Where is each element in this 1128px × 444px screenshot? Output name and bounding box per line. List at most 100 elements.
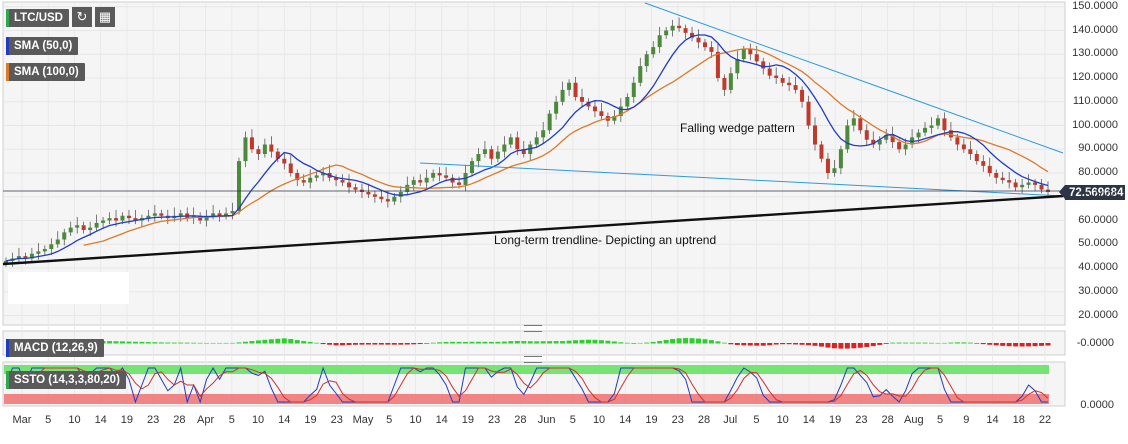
macd-bar — [236, 342, 242, 344]
macd-bar — [954, 342, 960, 344]
macd-bar — [540, 341, 546, 344]
macd-bar — [734, 343, 740, 345]
macd-bar — [223, 342, 229, 344]
long-term-trendline — [2, 194, 1064, 266]
candle-body — [683, 28, 688, 33]
candle-body — [1013, 182, 1018, 188]
macd-bar — [611, 341, 617, 344]
macd-bar — [637, 342, 643, 344]
candle-body — [916, 132, 921, 138]
sma50-label[interactable]: SMA (50,0) — [6, 37, 79, 55]
candle-body — [249, 137, 254, 150]
candle-body — [256, 149, 261, 154]
candle-body — [586, 101, 591, 107]
macd-bar — [456, 341, 462, 344]
macd-bar — [1000, 343, 1006, 346]
candle-body — [838, 149, 843, 169]
x-tick-label: 10 — [251, 414, 265, 426]
ssto-label[interactable]: SSTO (14,3,3,80,20) — [6, 371, 126, 389]
overbought-band — [4, 365, 1049, 374]
candle-body — [573, 82, 578, 97]
macd-bar — [605, 340, 611, 344]
candle-body — [670, 25, 675, 31]
macd-bar — [747, 343, 753, 346]
candle-body — [728, 73, 733, 90]
refresh-icon[interactable]: ↻ — [72, 7, 92, 27]
macd-bar — [941, 342, 947, 344]
x-tick-label: 19 — [829, 414, 842, 426]
macd-bar — [184, 342, 190, 344]
candle-body — [405, 184, 410, 192]
macd-bar — [877, 343, 883, 345]
macd-bar — [307, 341, 313, 344]
candle-body — [813, 125, 818, 145]
macd-bar — [152, 342, 158, 344]
candle-body — [392, 196, 397, 202]
macd-bar — [553, 341, 559, 344]
macd-bar — [728, 343, 734, 345]
macd-bar — [463, 341, 469, 344]
pane-resize-handle[interactable] — [524, 325, 542, 332]
candle-body — [282, 158, 287, 164]
macd-bar — [579, 339, 585, 344]
macd-bar — [573, 340, 579, 344]
candle-body — [612, 116, 617, 121]
candle-body — [68, 227, 73, 233]
macd-bar — [592, 339, 598, 344]
y-tick-label: 40.0000 — [1078, 261, 1118, 273]
macd-bar — [676, 338, 682, 344]
candle-body — [1026, 182, 1031, 185]
y-tick-label: 90.0000 — [1078, 142, 1118, 155]
x-tick-label: 28 — [697, 414, 711, 426]
macd-bar — [165, 342, 171, 344]
macd-bar — [909, 342, 915, 344]
macd-bar — [430, 342, 436, 344]
macd-label[interactable]: MACD (12,26,9) — [6, 339, 104, 357]
candle-body — [858, 118, 863, 131]
macd-bar — [294, 340, 300, 344]
macd-bar — [191, 342, 197, 344]
candle-body — [819, 144, 824, 159]
candle-body — [314, 175, 319, 178]
sma100-label[interactable]: SMA (100,0) — [6, 63, 85, 81]
macd-bar — [119, 341, 125, 344]
macd-bar — [818, 343, 824, 347]
candle-body — [243, 137, 248, 162]
x-tick-label: 19 — [304, 414, 317, 426]
sma100-line — [83, 48, 1049, 246]
candle-body — [114, 218, 119, 221]
candle-body — [677, 25, 682, 29]
macd-bar — [773, 343, 779, 345]
candle-body — [592, 106, 597, 112]
macd-bar — [320, 343, 326, 345]
y-tick-label: 130.0000 — [1072, 47, 1118, 60]
macd-bar — [896, 342, 902, 344]
candle-body — [793, 85, 798, 90]
macd-bar — [980, 343, 986, 345]
macd-bar — [708, 340, 714, 344]
pane-resize-handle[interactable] — [524, 356, 542, 363]
indicators-icon[interactable]: ▦ — [95, 7, 115, 27]
candle-body — [152, 213, 157, 216]
candle-body — [23, 256, 28, 259]
macd-bar — [890, 342, 896, 344]
x-tick-label: Apr — [197, 414, 215, 426]
macd-bar — [974, 343, 980, 344]
macd-bar — [242, 341, 248, 344]
macd-bar — [262, 339, 268, 344]
candle-body — [651, 47, 656, 55]
macd-bar — [521, 341, 527, 344]
macd-bar — [268, 339, 274, 344]
candle-body — [541, 130, 546, 138]
candle-body — [890, 135, 895, 143]
candle-body — [715, 51, 720, 78]
symbol-label[interactable]: LTC/USD — [6, 9, 69, 27]
candle-body — [748, 49, 753, 55]
macd-bar — [696, 338, 702, 344]
macd-bar — [1019, 343, 1025, 347]
macd-bar — [650, 341, 656, 344]
candle-body — [457, 182, 462, 185]
candle-body — [806, 101, 811, 126]
y-tick-label: 60.0000 — [1078, 213, 1118, 226]
